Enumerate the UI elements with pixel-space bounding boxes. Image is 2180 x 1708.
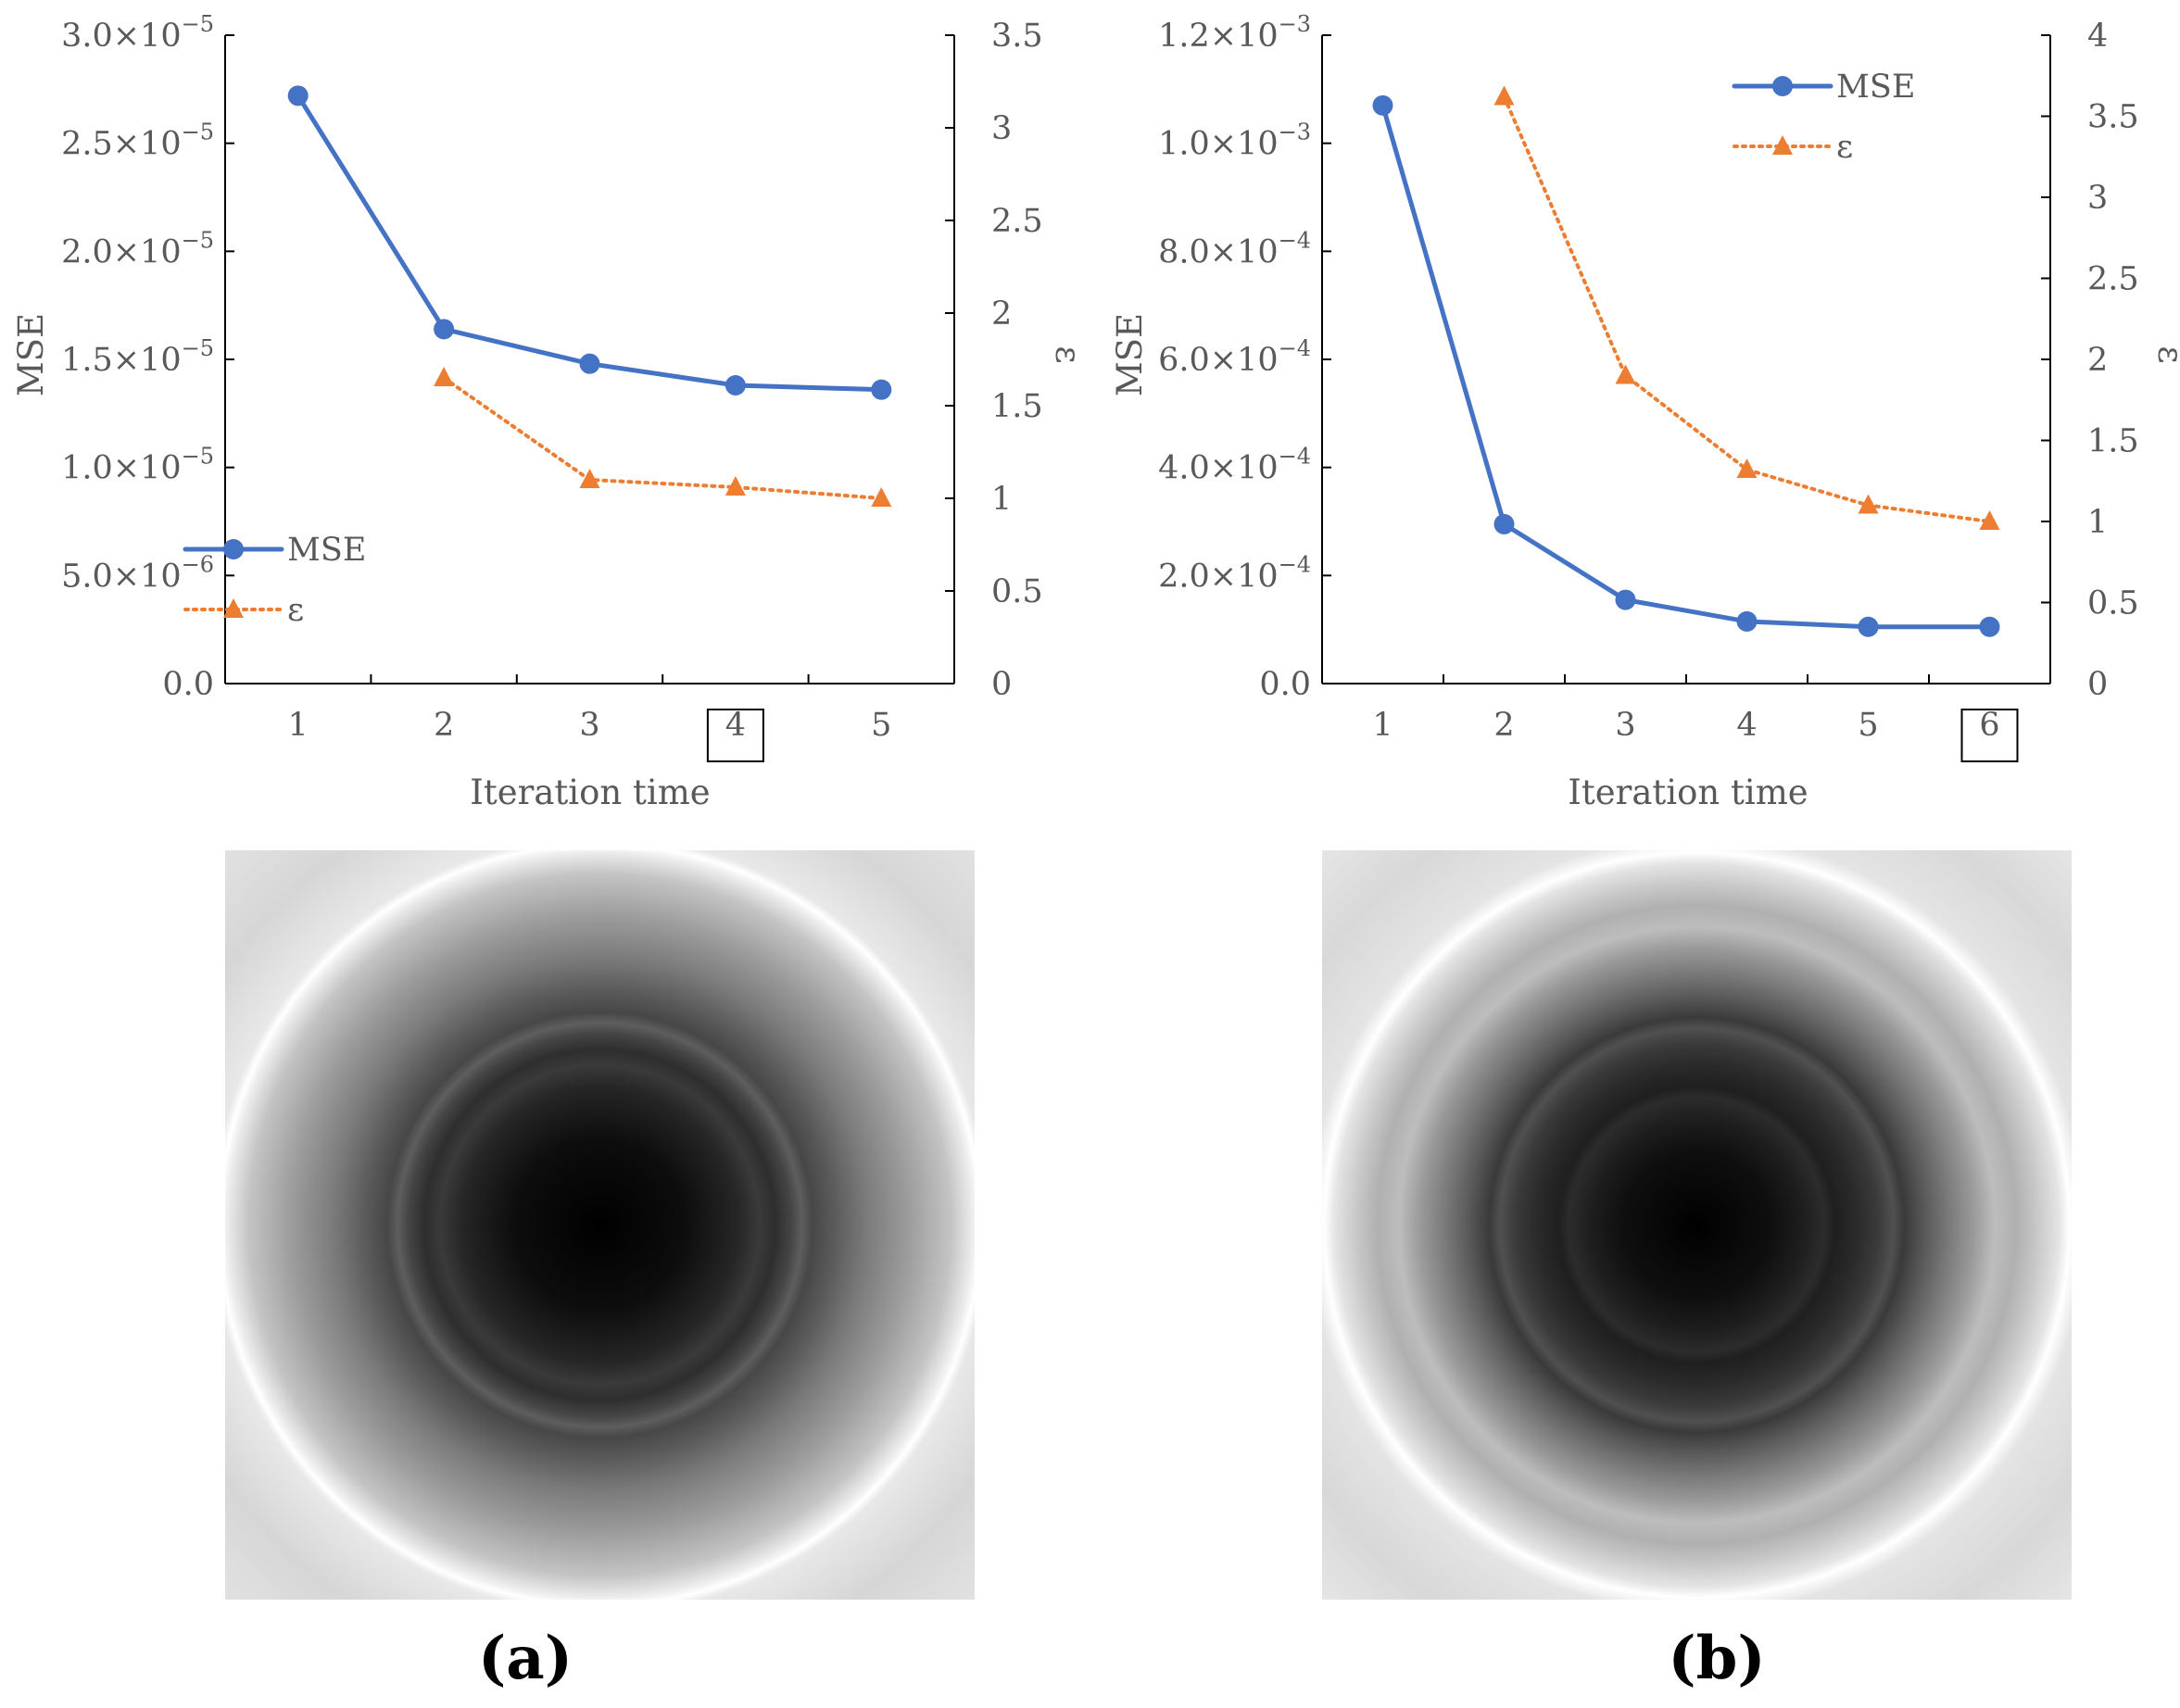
x-tick-label: 3: [579, 707, 599, 744]
y-axis-title-b: MSE: [1110, 313, 1150, 396]
y-tick-label: 2.0×10−5: [61, 227, 214, 270]
mse-data-point: [434, 319, 455, 340]
x-tick-highlight-box: [706, 709, 764, 762]
legend-epsilon-marker: [1772, 135, 1793, 155]
x-tick-highlight-box: [1960, 709, 2019, 762]
y2-tick-label: 4: [2087, 18, 2108, 55]
epsilon-series-line: [1502, 94, 1992, 523]
y-tick-label: 0.0: [1259, 666, 1311, 703]
y2-tick-label: 3.5: [2087, 99, 2139, 136]
x-axis-title-a: Iteration time: [470, 772, 710, 812]
y2-tick-label: 1: [2087, 504, 2108, 541]
mse-data-point: [1493, 513, 1515, 534]
legend-epsilon-label: ε: [1836, 129, 1853, 166]
y-tick-label: 5.0×10−6: [61, 551, 214, 595]
y-tick-label: 3.0×10−5: [61, 11, 214, 55]
phase-map-image-b: [1322, 850, 2072, 1600]
y2-tick-label: 3: [2087, 180, 2108, 217]
y2-tick-label: 0: [991, 666, 1012, 703]
x-tick-label: 3: [1615, 707, 1635, 744]
y-tick-label: 1.5×10−5: [61, 335, 214, 379]
y-tick-label: 1.0×10−3: [1158, 119, 1311, 163]
x-tick-label: 4: [725, 707, 746, 744]
chart-panel-b: 1 2 3 4 5 6 0.0 2.0×10−4 4.0×10−4 6.0×10−4 8.0×10−…: [1110, 11, 2180, 812]
y2-tick-label: 1.5: [991, 388, 1043, 425]
mse-data-point: [725, 375, 746, 396]
epsilon-data-point: [434, 367, 455, 386]
epsilon-data-point: [1858, 494, 1879, 514]
y-tick-label: 1.2×10−3: [1158, 11, 1311, 55]
legend-epsilon-marker: [223, 598, 244, 618]
legend-mse-marker: [1772, 76, 1793, 96]
legend-mse-marker: [223, 539, 244, 559]
x-tick-label: 4: [1736, 707, 1757, 744]
y2-tick-label: 1: [991, 481, 1012, 518]
epsilon-data-point: [1979, 510, 2000, 530]
y2-tick-label: 0.5: [2087, 585, 2139, 622]
chart-panel-a: 1 2 3 4 5 0.0 5.0×10−6 1.0×10−5 1.5×10−5 2.0×10−5…: [11, 11, 1088, 812]
epsilon-data-point: [1615, 364, 1636, 384]
y-tick-label: 4.0×10−4: [1158, 444, 1311, 487]
x-tick-label: 1: [288, 707, 309, 744]
legend-mse-label: MSE: [1836, 69, 1915, 106]
epsilon-series-line: [442, 376, 884, 500]
x-tick-label: 2: [1493, 707, 1514, 744]
mse-data-point: [1615, 589, 1636, 610]
x-axis-title-b: Iteration time: [1568, 772, 1808, 812]
y-tick-label: 6.0×10−4: [1158, 335, 1311, 379]
y-tick-label: 0.0: [162, 666, 214, 703]
epsilon-data-point: [579, 469, 600, 488]
plot-area-a: 1 2 3 4 5 0.0 5.0×10−6 1.0×10−5 1.5×10−5 2.0×10−5…: [61, 11, 1043, 762]
x-tick-label: 1: [1372, 707, 1392, 744]
y2-tick-label: 2: [2087, 342, 2108, 379]
y2-tick-label: 3: [991, 110, 1012, 147]
y-tick-label: 8.0×10−4: [1158, 227, 1311, 270]
y-tick-label: 2.5×10−5: [61, 119, 214, 163]
mse-data-point: [287, 85, 309, 107]
panel-label-b: (b): [1668, 1624, 1765, 1693]
x-tick-label: 2: [434, 707, 454, 744]
y2-tick-label: 2.5: [2087, 261, 2139, 298]
y-tick-label: 2.0×10−4: [1158, 551, 1311, 595]
y2-tick-label: 2.5: [991, 203, 1043, 240]
mse-data-point: [1979, 616, 2000, 637]
plot-area-b: 1 2 3 4 5 6 0.0 2.0×10−4 4.0×10−4 6.0×10−4 8.0×10−…: [1158, 11, 2139, 762]
legend-epsilon-label: ε: [287, 592, 304, 629]
mse-series-line: [296, 93, 884, 393]
y2-axis-title-b: ε: [2150, 345, 2180, 363]
y-axis-title-a: MSE: [11, 313, 51, 396]
epsilon-data-point: [725, 476, 746, 496]
y2-tick-label: 2: [991, 295, 1012, 333]
y2-axis-title-a: ε: [1048, 345, 1088, 363]
mse-data-point: [579, 353, 600, 374]
y2-tick-label: 1.5: [2087, 423, 2139, 460]
epsilon-data-point: [1493, 85, 1515, 106]
legend-mse-label: MSE: [287, 532, 366, 569]
y2-tick-label: 0.5: [991, 573, 1043, 610]
y-tick-label: 1.0×10−5: [61, 444, 214, 487]
mse-data-point: [871, 379, 892, 400]
x-tick-label: 5: [871, 707, 891, 744]
epsilon-data-point: [871, 487, 892, 507]
mse-data-point: [1736, 610, 1758, 632]
panel-label-a: (a): [478, 1624, 573, 1693]
y2-tick-label: 0: [2087, 666, 2108, 703]
epsilon-data-point: [1736, 458, 1758, 478]
mse-data-point: [1372, 94, 1393, 116]
mse-series-line: [1380, 103, 1992, 630]
x-tick-label: 6: [1979, 707, 1999, 744]
y2-tick-label: 3.5: [991, 18, 1043, 55]
x-tick-label: 5: [1858, 707, 1878, 744]
mse-data-point: [1858, 616, 1879, 637]
phase-map-image-a: [225, 850, 975, 1600]
